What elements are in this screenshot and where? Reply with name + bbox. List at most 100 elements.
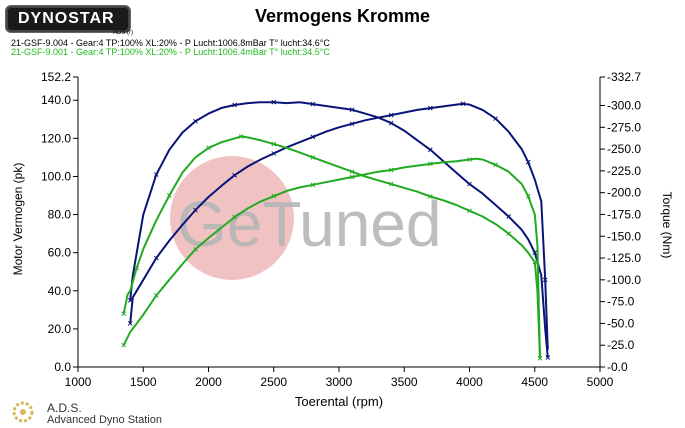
y-left-tick-label: 80.0 (48, 208, 72, 222)
y-left-tick-label: 100.0 (41, 169, 71, 183)
series-point-2 (349, 121, 355, 127)
series-point-2 (193, 207, 198, 213)
series-point-4 (537, 355, 543, 361)
y-right-tick-label: -225.0 (607, 164, 641, 178)
y-right-axis-label: Torque (Nm) (660, 192, 674, 259)
series-point-4 (493, 162, 498, 168)
y-left-axis-ticks: 0.0 20.0 40.0 60.0 80.0 100.0 120.0 140.0 152.2 (41, 70, 78, 374)
ads-subtitle: Advanced Dyno Station (47, 414, 162, 426)
series-point-1 (349, 107, 355, 113)
y-right-tick-label: -275.0 (607, 120, 641, 134)
logo-text: DYNOSTAR (18, 10, 115, 27)
series-point-3 (467, 208, 472, 214)
y-right-tick-label: -0.0 (607, 360, 628, 374)
series-point-3 (349, 169, 355, 175)
series-point-1 (193, 118, 198, 124)
watermark-text: GeTuned (177, 188, 441, 260)
y-right-axis-ticks: -0.0 -25.0 -50.0 -75.0 -100.0 -125.0 -150.0 -17… (600, 70, 641, 374)
y-right-tick-label: -150.0 (607, 229, 641, 243)
page-title: Vermogens Kromme (254, 6, 431, 26)
series-point-1 (532, 250, 538, 256)
series-point-3 (166, 193, 172, 198)
series-point-1 (467, 181, 472, 187)
x-tick-label: 1000 (65, 375, 92, 389)
series-point-3 (532, 259, 538, 265)
series-point-2 (525, 159, 531, 165)
series-point-2 (388, 112, 394, 118)
series-point-2 (460, 101, 466, 107)
logo-subtext: ADS (r) (113, 30, 133, 36)
y-right-tick-label: -200.0 (607, 186, 641, 200)
y-left-tick-label: 120.0 (41, 131, 71, 145)
series-line-2 (129, 102, 549, 350)
series-point-4 (193, 246, 198, 252)
series-point-2 (310, 134, 316, 140)
series-point-2 (542, 277, 548, 283)
y-right-tick-label: -25.0 (607, 338, 635, 352)
y-right-tick-label: -175.0 (607, 207, 641, 221)
x-tick-label: 5000 (587, 375, 614, 389)
series-point-2 (127, 321, 133, 326)
x-axis-ticks: 1000 1500 2000 2500 3000 3500 4000 4500 5000 (65, 367, 614, 389)
dynostar-logo: DYNOSTAR (5, 5, 131, 33)
series-point-4 (427, 161, 433, 167)
series-line-3 (122, 135, 541, 358)
x-tick-label: 4500 (521, 375, 548, 389)
series-point-2 (427, 105, 433, 111)
y-left-tick-label: 60.0 (48, 246, 72, 260)
series-point-3 (427, 194, 433, 199)
y-right-tick-label: -75.0 (607, 295, 635, 309)
series-point-1 (232, 102, 237, 108)
series-point-4 (310, 182, 316, 188)
y-left-tick-label: 152.2 (41, 70, 71, 84)
y-left-tick-label: 20.0 (48, 322, 72, 336)
y-left-tick-label: 140.0 (41, 93, 71, 107)
y-left-tick-label: 0.0 (54, 360, 71, 374)
series-point-4 (349, 174, 355, 180)
run-info-1: 21-GSF-9.004 - Gear:4 TP:100% XL:20% - P… (11, 38, 330, 48)
series-point-3 (121, 311, 127, 317)
series-point-3 (271, 141, 277, 147)
y-left-axis-label: Motor Vermogen (pk) (11, 163, 25, 276)
series-point-3 (206, 145, 211, 151)
series-point-4 (525, 193, 531, 199)
series-point-4 (232, 214, 237, 220)
x-tick-label: 2500 (260, 375, 287, 389)
series-point-1 (153, 172, 159, 177)
x-tick-label: 3000 (326, 375, 353, 389)
y-right-tick-label: -332.7 (607, 70, 641, 84)
y-right-tick-label: -125.0 (607, 251, 641, 265)
series-point-2 (232, 172, 237, 178)
series-point-2 (271, 151, 277, 156)
y-right-tick-label: -100.0 (607, 273, 641, 287)
x-tick-label: 1500 (130, 375, 157, 389)
series-group (121, 99, 551, 361)
x-tick-label: 2000 (195, 375, 222, 389)
series-point-3 (134, 265, 140, 271)
series-point-1 (310, 101, 316, 107)
series-point-4 (388, 167, 394, 173)
series-point-1 (545, 355, 551, 360)
series-point-4 (271, 193, 277, 199)
series-point-1 (427, 147, 433, 153)
ads-logo-icon (12, 401, 34, 423)
series-point-4 (467, 157, 472, 162)
series-point-4 (153, 293, 159, 298)
getuned-watermark: GeTuned (170, 156, 441, 280)
y-left-tick-label: 40.0 (48, 284, 72, 298)
series-point-3 (506, 231, 512, 236)
run-info-2: 21-GSF-9.001 - Gear:4 TP:100% XL:20% - P… (11, 47, 330, 57)
series-point-2 (493, 116, 498, 121)
series-point-4 (121, 342, 127, 348)
series-point-3 (310, 155, 316, 160)
y-right-tick-label: -300.0 (607, 99, 641, 113)
series-point-3 (238, 134, 244, 139)
x-tick-label: 4000 (456, 375, 483, 389)
series-point-1 (271, 99, 277, 105)
y-right-tick-label: -50.0 (607, 316, 635, 330)
series-point-2 (153, 255, 159, 261)
series-point-3 (388, 181, 394, 187)
ads-name: A.D.S. (47, 401, 82, 415)
